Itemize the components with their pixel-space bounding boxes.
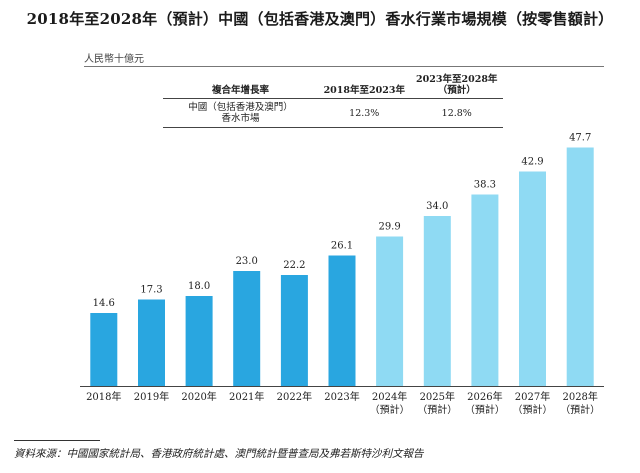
bar-10 [566,147,594,386]
x-tick-label-3: 2021年 [229,390,264,403]
source-note: 資料來源：中國國家統計局、香港政府統計處、澳門統計暨普查局及弗若斯特沙利文報告 [14,448,424,460]
x-tick-label-10: 2028年 [562,390,597,403]
cagr-row-label-line2: 香水市場 [221,113,260,124]
bar-3 [233,271,261,386]
chart-title: 2018年至2028年（預計）中國（包括香港及澳門）香水行業市場規模（按零售額計… [26,10,614,28]
value-label-7: 34.0 [426,201,448,212]
bar-0 [90,313,118,386]
cagr-header-period2-line1: 2023年至2028年 [416,74,498,85]
value-label-group: 14.6 17.3 18.0 23.0 22.2 26.1 29.9 34.0 38.3 42.9… [93,133,592,310]
bar-4 [280,275,308,386]
cagr-value-period2: 12.8% [410,98,503,128]
cagr-header-label: 複合年增長率 [163,72,319,99]
x-tick-label-8: 2026年 [467,390,502,403]
bar-6 [376,236,404,386]
cagr-row-label: 中國（包括香港及澳門） 香水市場 [163,98,319,128]
value-label-4: 22.2 [283,260,305,271]
x-tick-label-7: 2025年 [420,390,455,403]
cagr-header-row: 複合年增長率 2018年至2023年 2023年至2028年 （預計） [163,72,503,99]
value-label-5: 26.1 [331,241,353,252]
cagr-data-row: 中國（包括香港及澳門） 香水市場 12.3% 12.8% [163,98,503,128]
unit-label: 人民幣十億元 [84,54,144,65]
cagr-table: 複合年增長率 2018年至2023年 2023年至2028年 （預計） 中國（包… [163,72,503,128]
unit-divider [84,66,604,67]
bar-2 [185,296,213,386]
cagr-value-period1: 12.3% [318,98,411,128]
bar-7 [423,216,451,386]
x-tick-label-0: 2018年 [86,390,121,403]
x-tick-label-4: 2022年 [277,390,312,403]
x-tick-label-2: 2020年 [181,390,216,403]
cagr-header-period2-line2: （預計） [437,85,476,96]
x-tick-sublabel-7: （預計） [417,403,457,416]
value-label-0: 14.6 [93,298,115,309]
x-tick-sublabel-8: （預計） [465,403,505,416]
value-label-1: 17.3 [140,285,162,296]
x-tick-sublabel-9: （預計） [513,403,553,416]
value-label-3: 23.0 [236,256,258,267]
bar-group [90,147,594,386]
value-label-8: 38.3 [474,180,496,191]
x-tick-sublabel-6: （預計） [370,403,410,416]
cagr-row-label-line1: 中國（包括香港及澳門） [188,102,293,113]
bar-5 [328,255,356,386]
x-tick-sublabel-10: （預計） [560,403,600,416]
bar-9 [519,171,546,386]
value-label-2: 18.0 [188,281,210,292]
bar-1 [138,299,165,386]
value-label-6: 29.9 [378,222,400,233]
cagr-header-period2: 2023年至2028年 （預計） [410,72,503,99]
cagr-header-period1: 2018年至2023年 [318,72,411,99]
x-tick-label-group: 2018年 2019年 2020年 2021年 2022年 2023年 2024年（預計）2… [86,390,600,416]
x-tick-label-6: 2024年 [372,390,407,403]
x-tick-label-1: 2019年 [134,390,169,403]
bar-8 [471,194,499,386]
source-divider [14,440,100,441]
x-tick-label-5: 2023年 [324,390,359,403]
value-label-9: 42.9 [521,157,543,168]
value-label-10: 47.7 [569,133,591,144]
x-tick-label-9: 2027年 [515,390,550,403]
